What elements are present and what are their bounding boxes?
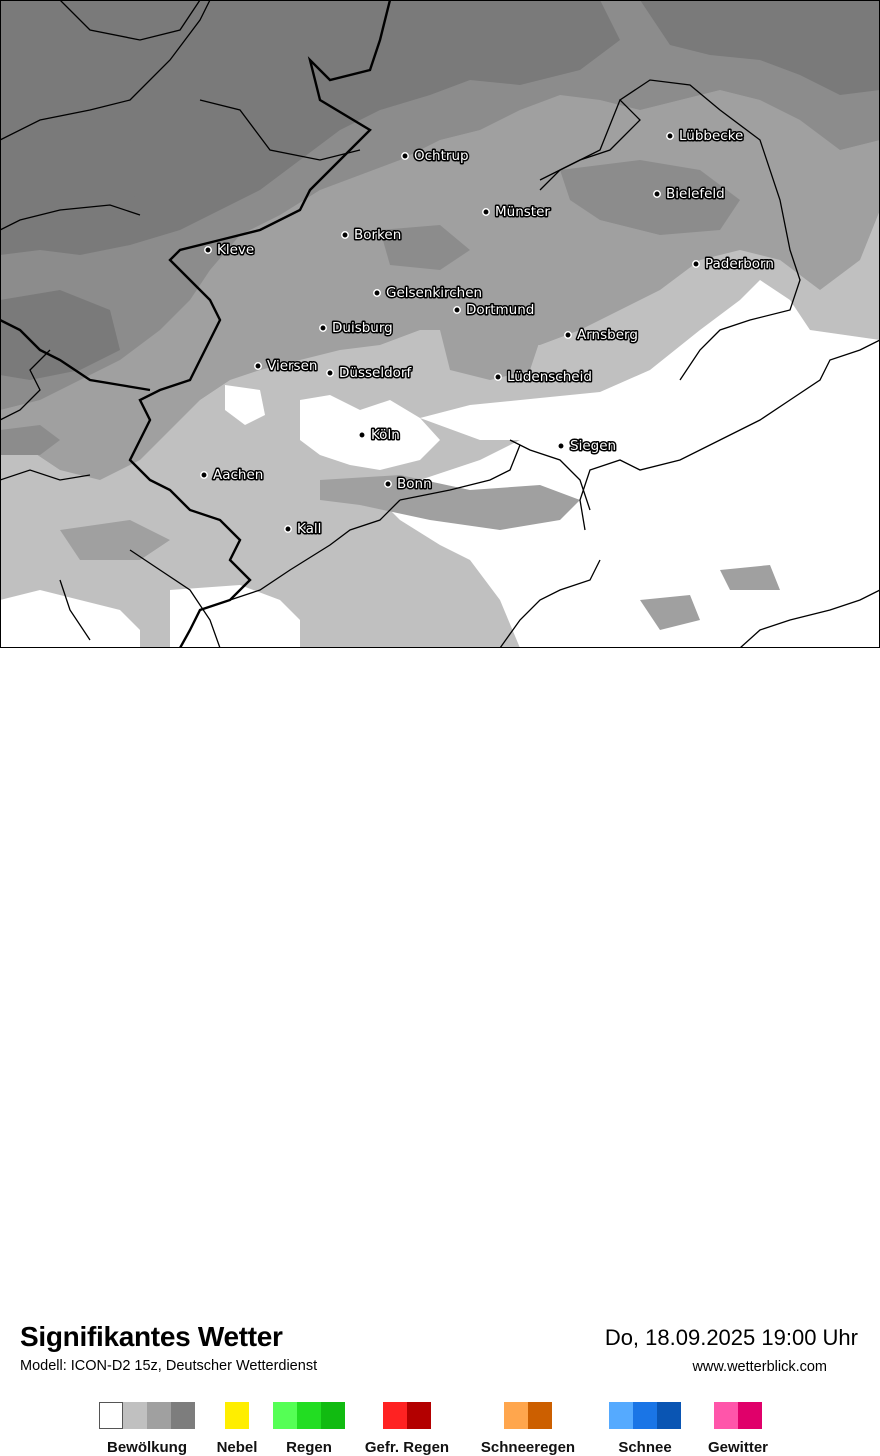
legend-swatch [657,1402,681,1429]
city-dot [204,246,212,254]
city-dot [200,471,208,479]
map-title: Signifikantes Wetter [20,1321,283,1352]
city-dot [373,289,381,297]
legend-swatch-group [504,1402,552,1429]
city-dot [482,208,490,216]
city-marker: Viersen [254,357,319,376]
city-markers: Lübbecke Ochtrup Bielefeld Münster Borken Kle… [200,127,775,539]
city-label: Münster [495,204,550,220]
city-label: Dortmund [466,302,534,318]
legend-swatch [297,1402,321,1429]
legend-swatch-group [99,1402,195,1429]
weather-map: Lübbecke Ochtrup Bielefeld Münster Borken Kle… [0,0,880,648]
city-label: Borken [354,227,401,243]
legend-swatch [609,1402,633,1429]
legend-swatch [504,1402,528,1429]
country-border [0,0,392,648]
legend-swatch [714,1402,738,1429]
legend-swatch [225,1402,249,1429]
legend-swatch [123,1402,147,1429]
legend-swatch [321,1402,345,1429]
city-dot [564,331,572,339]
map-footer: Signifikantes Wetter Modell: ICON-D2 15z… [0,648,880,1456]
city-dot [401,152,409,160]
legend-label: Bewölkung [106,1439,187,1456]
city-marker: Düsseldorf [326,364,414,383]
city-dot [384,480,392,488]
city-label: Köln [371,427,400,443]
forecast-datetime: Do, 18.09.2025 19:00 Uhr [604,1325,858,1350]
legend-swatch-group [609,1402,681,1429]
city-dot [692,260,700,268]
legend-label: Schnee [618,1439,672,1456]
city-dot [494,373,502,381]
legend-swatch [738,1402,762,1429]
city-marker: Duisburg [319,319,394,338]
city-marker: Bielefeld [653,185,726,204]
city-marker: Paderborn [692,255,775,274]
city-marker: Ochtrup [401,147,470,166]
city-marker: Münster [482,203,552,222]
legend-swatch [528,1402,552,1429]
city-marker: Dortmund [453,301,536,320]
city-marker: Bonn [384,475,433,494]
website-link[interactable]: www.wetterblick.com [692,1359,827,1375]
city-label: Bonn [397,476,432,492]
city-label: Gelsenkirchen [386,285,482,301]
city-label: Arnsberg [577,327,638,343]
city-dot [341,231,349,239]
map-canvas: Lübbecke Ochtrup Bielefeld Münster Borken Kle… [0,0,880,648]
legend-swatch [147,1402,171,1429]
legend-swatch [99,1402,123,1429]
city-marker: Lübbecke [666,127,745,146]
legend-label: Nebel [216,1439,258,1456]
city-label: Bielefeld [666,186,725,202]
legend-label: Schneeregen [480,1439,576,1456]
city-marker: Lüdenscheid [494,368,593,387]
city-marker: Arnsberg [564,326,639,345]
city-label: Lüdenscheid [507,369,592,385]
city-label: Kleve [217,242,254,258]
legend-swatch [383,1402,407,1429]
city-dot [358,431,366,439]
city-dot [653,190,661,198]
cloud-layer-overcast [0,0,880,380]
city-marker: Köln [358,426,401,445]
city-dot [666,132,674,140]
city-label: Düsseldorf [339,365,412,381]
city-marker: Gelsenkirchen [373,284,484,303]
city-dot [453,306,461,314]
legend-swatch [407,1402,431,1429]
model-info: Modell: ICON-D2 15z, Deutscher Wetterdie… [20,1358,318,1374]
city-label: Kall [297,521,321,537]
legend-swatch-group [383,1402,431,1429]
legend-swatch [633,1402,657,1429]
city-dot [319,324,327,332]
legend-label: Gefr. Regen [364,1439,450,1456]
city-label: Viersen [267,358,317,374]
legend-swatch [171,1402,195,1429]
city-marker: Aachen [200,466,265,485]
city-label: Duisburg [332,320,393,336]
city-label: Siegen [570,438,616,454]
legend-swatch-group [273,1402,345,1429]
city-dot [326,369,334,377]
city-marker: Siegen [557,437,618,456]
city-label: Aachen [213,467,263,483]
legend-label: Gewitter [707,1439,768,1456]
city-marker: Kleve [204,241,256,260]
legend-swatch [273,1402,297,1429]
city-marker: Borken [341,226,403,245]
legend-swatch-group [225,1402,249,1429]
city-dot [284,525,292,533]
region-borders [0,0,880,648]
city-marker: Kall [284,520,323,539]
city-label: Lübbecke [679,128,743,144]
city-label: Paderborn [705,256,774,272]
city-dot [557,442,565,450]
legend-swatch-group [714,1402,762,1429]
city-label: Ochtrup [414,148,469,164]
city-dot [254,362,262,370]
legend-label: Regen [286,1439,332,1456]
